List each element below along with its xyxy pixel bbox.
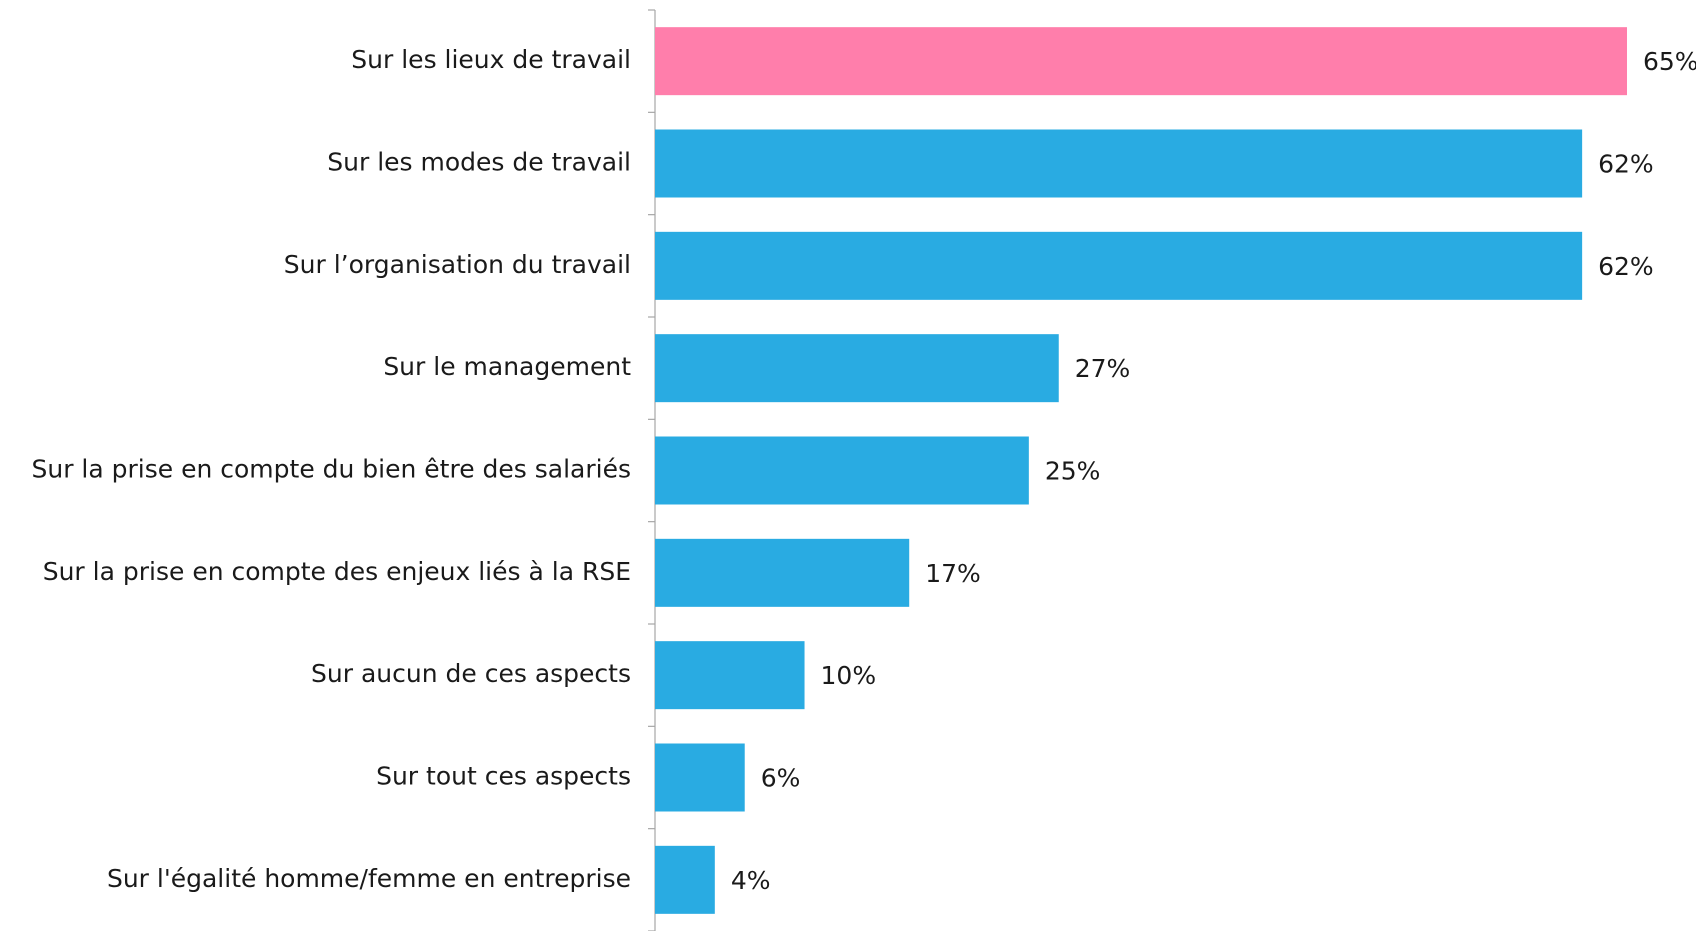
category-label: Sur le management xyxy=(383,352,631,381)
category-label: Sur aucun de ces aspects xyxy=(311,659,631,688)
bar xyxy=(655,334,1059,403)
value-label: 62% xyxy=(1598,150,1654,179)
value-label: 27% xyxy=(1075,354,1131,383)
bar xyxy=(655,231,1583,300)
value-label: 25% xyxy=(1045,457,1101,486)
bar xyxy=(655,436,1029,505)
category-label: Sur les lieux de travail xyxy=(351,45,631,74)
category-label: Sur la prise en compte des enjeux liés à… xyxy=(43,557,631,586)
bar xyxy=(655,27,1627,96)
value-label: 4% xyxy=(731,866,771,895)
value-label: 10% xyxy=(821,661,877,690)
bar xyxy=(655,743,745,812)
value-label: 62% xyxy=(1598,252,1654,281)
category-label: Sur l'égalité homme/femme en entreprise xyxy=(107,864,631,893)
bar xyxy=(655,641,805,710)
category-label: Sur les modes de travail xyxy=(327,148,631,177)
value-label: 17% xyxy=(925,559,981,588)
bar xyxy=(655,129,1583,198)
bar xyxy=(655,845,715,914)
category-label: Sur l’organisation du travail xyxy=(284,250,631,279)
value-label: 65% xyxy=(1643,47,1696,76)
category-label: Sur tout ces aspects xyxy=(376,762,631,791)
bar xyxy=(655,538,910,607)
category-label: Sur la prise en compte du bien être des … xyxy=(31,455,631,484)
value-label: 6% xyxy=(761,764,801,793)
